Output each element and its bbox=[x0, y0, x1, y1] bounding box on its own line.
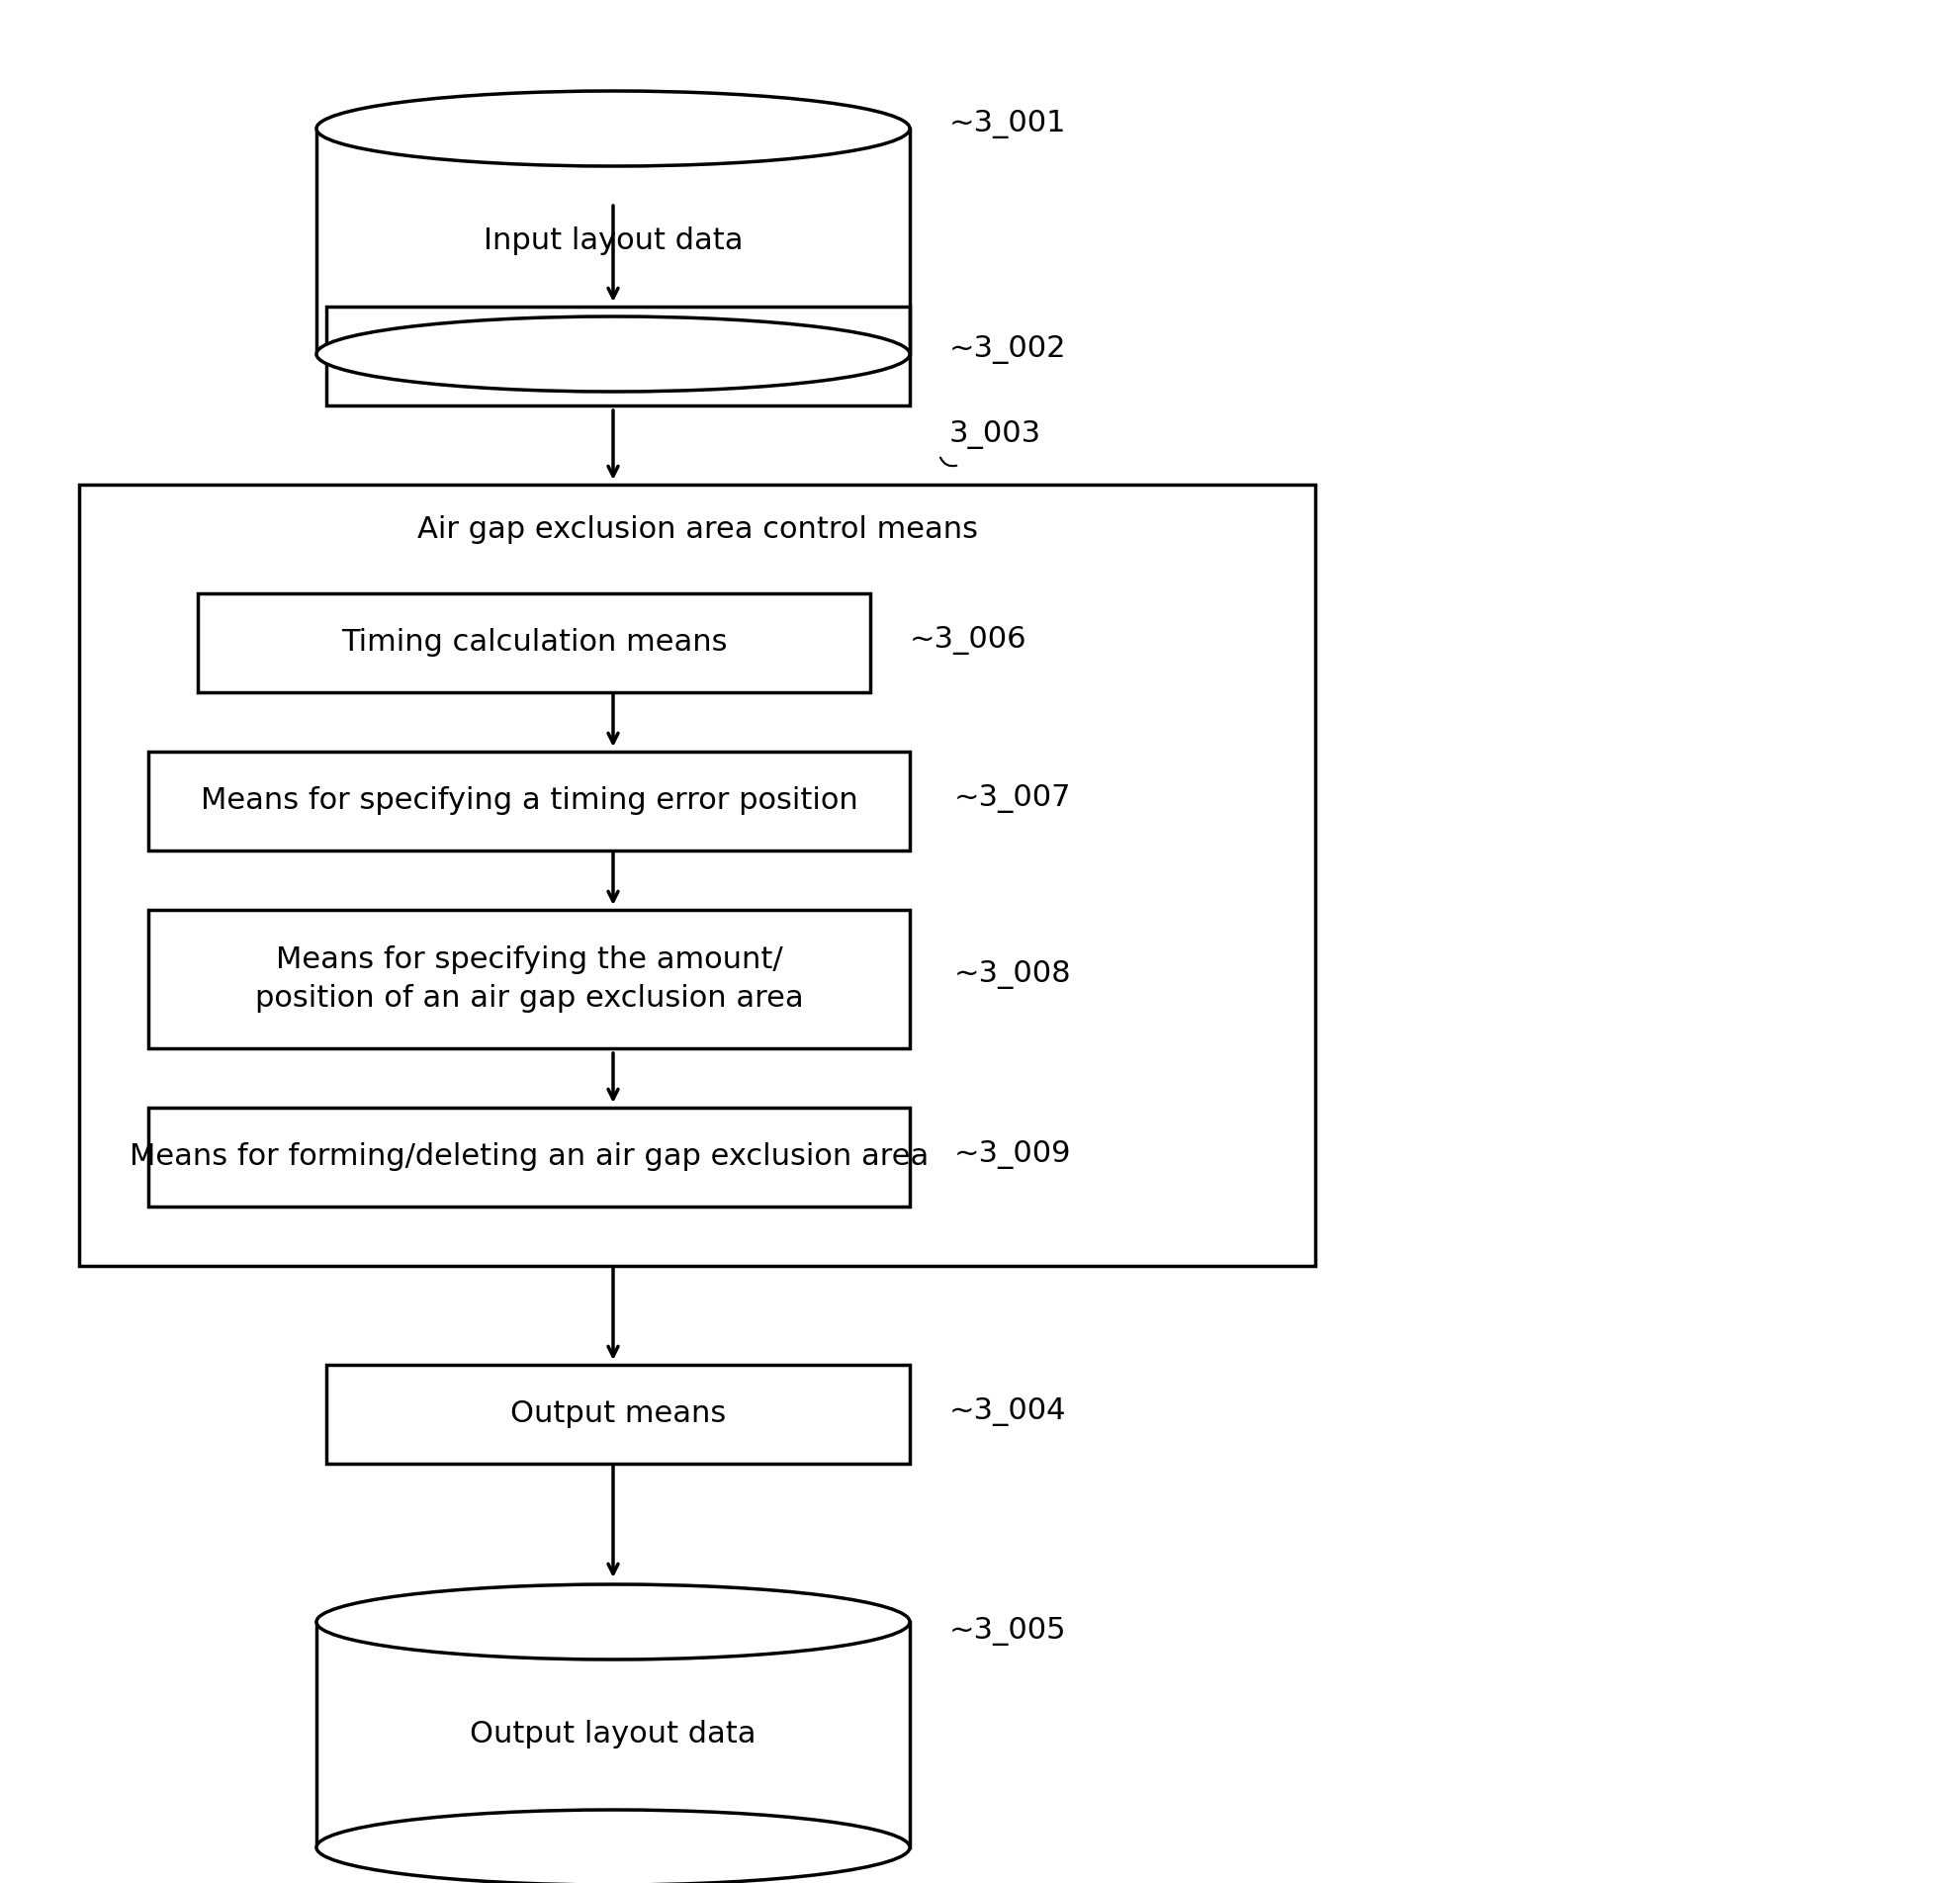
Ellipse shape bbox=[316, 1810, 909, 1883]
FancyBboxPatch shape bbox=[325, 1365, 909, 1463]
Text: ~3_005: ~3_005 bbox=[949, 1617, 1066, 1646]
Text: ~3_004: ~3_004 bbox=[949, 1397, 1066, 1427]
FancyBboxPatch shape bbox=[198, 593, 870, 693]
FancyBboxPatch shape bbox=[78, 484, 1315, 1265]
Text: Timing calculation means: Timing calculation means bbox=[341, 629, 727, 657]
FancyBboxPatch shape bbox=[149, 751, 909, 851]
FancyBboxPatch shape bbox=[149, 909, 909, 1049]
Text: ~3_007: ~3_007 bbox=[955, 785, 1072, 813]
Text: Air gap exclusion area control means: Air gap exclusion area control means bbox=[417, 514, 978, 544]
Text: 3_003: 3_003 bbox=[949, 420, 1041, 450]
Ellipse shape bbox=[316, 1584, 909, 1659]
Text: Means for forming/deleting an air gap exclusion area: Means for forming/deleting an air gap ex… bbox=[129, 1143, 929, 1171]
Text: Means for specifying the amount/
position of an air gap exclusion area: Means for specifying the amount/ positio… bbox=[255, 945, 804, 1013]
FancyBboxPatch shape bbox=[325, 307, 909, 405]
Text: ~3_001: ~3_001 bbox=[949, 109, 1066, 137]
Text: ~3_008: ~3_008 bbox=[955, 960, 1072, 989]
Text: Output layout data: Output layout data bbox=[470, 1721, 757, 1749]
FancyBboxPatch shape bbox=[316, 1621, 909, 1847]
FancyBboxPatch shape bbox=[149, 1107, 909, 1207]
Text: Means for specifying a timing error position: Means for specifying a timing error posi… bbox=[200, 787, 858, 815]
Text: Output means: Output means bbox=[510, 1399, 725, 1429]
Text: ~3_002: ~3_002 bbox=[949, 335, 1066, 363]
Ellipse shape bbox=[316, 90, 909, 166]
Text: ~3_006: ~3_006 bbox=[909, 627, 1027, 655]
Ellipse shape bbox=[316, 316, 909, 392]
Text: ~3_009: ~3_009 bbox=[955, 1141, 1072, 1169]
Text: Input means: Input means bbox=[523, 341, 713, 371]
Text: Input layout data: Input layout data bbox=[484, 228, 743, 256]
FancyBboxPatch shape bbox=[316, 128, 909, 354]
